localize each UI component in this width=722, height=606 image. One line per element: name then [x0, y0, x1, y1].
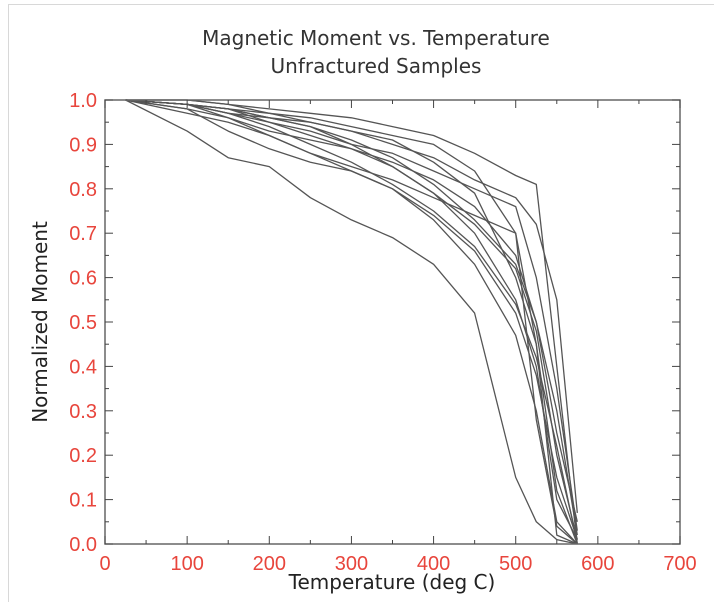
- y-tick-label: 0.0: [69, 534, 97, 556]
- y-tick-label: 0.1: [69, 490, 97, 512]
- series-line-12: [125, 99, 578, 513]
- x-axis-label: Temperature (deg C): [288, 570, 496, 594]
- y-tick-label: 0.5: [69, 312, 97, 334]
- series-line-10: [125, 99, 578, 545]
- y-tick-labels: 0.0 0.1 0.2 0.3 0.4 0.5 0.6 0.7 0.8 0.9 1.0: [69, 90, 97, 556]
- y-tick-label: 0.7: [69, 223, 97, 245]
- series-line-6: [125, 99, 578, 536]
- y-tick-label: 0.8: [69, 179, 97, 201]
- y-axis-label: Normalized Moment: [28, 221, 52, 423]
- x-tick-label: 400: [417, 553, 450, 575]
- y-tick-label: 0.2: [69, 445, 97, 467]
- x-tick-label: 0: [99, 553, 110, 575]
- y-tick-label: 0.9: [69, 134, 97, 156]
- x-tick-label: 200: [253, 553, 286, 575]
- x-tick-label: 700: [663, 553, 696, 575]
- axis-ticks: [104, 99, 681, 545]
- series-line-7: [125, 99, 578, 531]
- x-tick-label: 100: [170, 553, 203, 575]
- series-line-11: [125, 99, 578, 522]
- chart-title: Magnetic Moment vs. Temperature: [202, 26, 550, 50]
- y-tick-label: 1.0: [69, 90, 97, 112]
- x-tick-label: 600: [581, 553, 614, 575]
- series-line-1: [125, 99, 578, 545]
- x-tick-label: 500: [499, 553, 532, 575]
- y-tick-label: 0.4: [69, 356, 97, 378]
- chart-subtitle: Unfractured Samples: [271, 54, 482, 78]
- series-line-14: [125, 99, 578, 540]
- chart-frame: [8, 4, 714, 602]
- series-lines: [125, 99, 578, 545]
- y-tick-label: 0.6: [69, 268, 97, 290]
- y-tick-label: 0.3: [69, 401, 97, 423]
- x-tick-label: 300: [335, 553, 368, 575]
- x-tick-labels: 0 100 200 300 400 500 600 700: [99, 553, 696, 575]
- series-line-13: [125, 99, 578, 545]
- series-line-9: [125, 99, 578, 540]
